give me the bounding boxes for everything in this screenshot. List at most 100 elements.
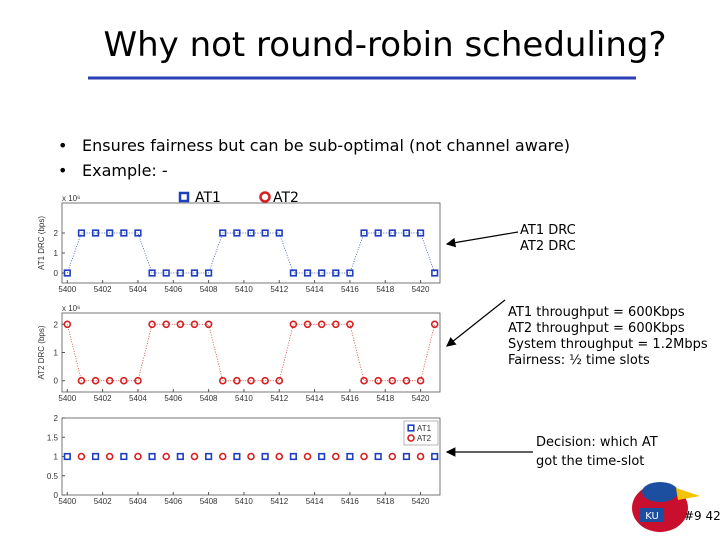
marker — [374, 229, 382, 237]
y-tick-label: 1.5 — [47, 433, 59, 442]
x-tick-label: 5404 — [129, 394, 147, 403]
marker — [360, 452, 368, 461]
x-tick-label: 5408 — [200, 285, 218, 294]
bullet-dot: • — [58, 136, 67, 155]
marker — [120, 229, 128, 237]
y-tick-label: 0 — [54, 491, 59, 500]
x-tick-label: 5418 — [376, 497, 394, 506]
x-tick-label: 5414 — [306, 394, 324, 403]
marker — [77, 229, 86, 237]
arrows — [445, 231, 533, 457]
plot-area — [61, 312, 441, 393]
marker — [289, 320, 298, 329]
marker — [402, 229, 411, 237]
annotation: AT2 DRC — [520, 239, 576, 254]
marker — [233, 452, 241, 461]
marker — [346, 452, 354, 461]
marker — [318, 269, 326, 277]
chart: 5400 5402 5404 5406 5408 5410 5412 5414 5416 5418… — [47, 414, 441, 506]
marker — [416, 376, 425, 385]
marker — [63, 452, 71, 461]
scale-label: x 10⁶ — [62, 194, 80, 203]
marker — [402, 376, 411, 385]
marker — [134, 229, 142, 237]
marker — [105, 376, 114, 385]
marker — [190, 269, 199, 277]
marker — [275, 452, 284, 461]
marker — [346, 269, 354, 277]
marker — [148, 452, 156, 461]
marker — [431, 452, 439, 461]
annotation: AT2 throughput = 600Kbps — [508, 321, 685, 336]
marker — [106, 229, 114, 237]
y-tick-label: 2 — [54, 414, 59, 423]
marker — [120, 376, 128, 385]
logo-badge — [640, 508, 664, 522]
marker — [275, 229, 283, 237]
y-axis-label: AT2 DRC (bps) — [37, 325, 46, 379]
y-axis-label: AT1 DRC (bps) — [37, 216, 46, 270]
series-line — [66, 232, 436, 274]
marker — [289, 269, 297, 277]
marker — [218, 452, 227, 461]
legend-marker — [259, 191, 271, 203]
x-tick-label: 5420 — [412, 285, 430, 294]
x-tick-label: 5416 — [341, 497, 359, 506]
marker — [148, 269, 156, 277]
x-tick-label: 5402 — [94, 285, 112, 294]
marker — [388, 452, 397, 461]
x-tick-label: 5402 — [94, 497, 112, 506]
marker — [331, 320, 340, 329]
x-tick-label: 5410 — [235, 394, 253, 403]
marker — [388, 229, 396, 237]
logo-head — [642, 482, 678, 502]
x-tick-label: 5420 — [412, 394, 430, 403]
marker — [360, 376, 368, 385]
x-tick-label: 5418 — [376, 394, 394, 403]
marker — [63, 269, 71, 277]
marker — [105, 452, 114, 461]
marker — [176, 320, 185, 329]
logo: KU — [632, 482, 700, 532]
marker — [407, 434, 415, 442]
marker — [176, 269, 184, 277]
x-tick-label: 5414 — [306, 285, 324, 294]
annotation: Fairness: ½ time slots — [508, 353, 650, 368]
marker — [275, 376, 284, 385]
marker — [261, 376, 269, 385]
legend-label: AT2 — [273, 190, 299, 206]
plot-area — [61, 202, 441, 284]
marker — [303, 320, 312, 329]
x-tick-label: 5416 — [341, 394, 359, 403]
marker — [162, 452, 171, 461]
y-tick-label: 1 — [54, 249, 59, 258]
logo-beak — [676, 488, 700, 500]
series-line — [66, 323, 436, 382]
marker — [407, 424, 415, 432]
marker — [430, 320, 439, 329]
x-tick-label: 5400 — [58, 394, 76, 403]
x-tick-label: 5404 — [129, 497, 147, 506]
marker — [134, 376, 142, 385]
marker — [190, 452, 199, 461]
x-tick-label: 5420 — [412, 497, 430, 506]
marker — [261, 452, 269, 461]
marker — [303, 452, 312, 461]
marker — [91, 376, 100, 385]
x-tick-label: 5404 — [129, 285, 147, 294]
marker — [120, 452, 128, 461]
x-tick-label: 5414 — [306, 497, 324, 506]
x-tick-label: 5410 — [235, 497, 253, 506]
y-tick-label: 0 — [54, 269, 59, 278]
marker — [346, 320, 354, 329]
x-tick-label: 5406 — [164, 285, 182, 294]
marker — [303, 269, 312, 277]
marker — [247, 376, 255, 385]
legend-marker — [178, 191, 190, 203]
bullet: Example: - — [82, 161, 168, 180]
marker — [388, 376, 397, 385]
marker — [91, 229, 100, 237]
bullet: Ensures fairness but can be sub-optimal … — [82, 136, 570, 155]
marker — [360, 229, 368, 237]
